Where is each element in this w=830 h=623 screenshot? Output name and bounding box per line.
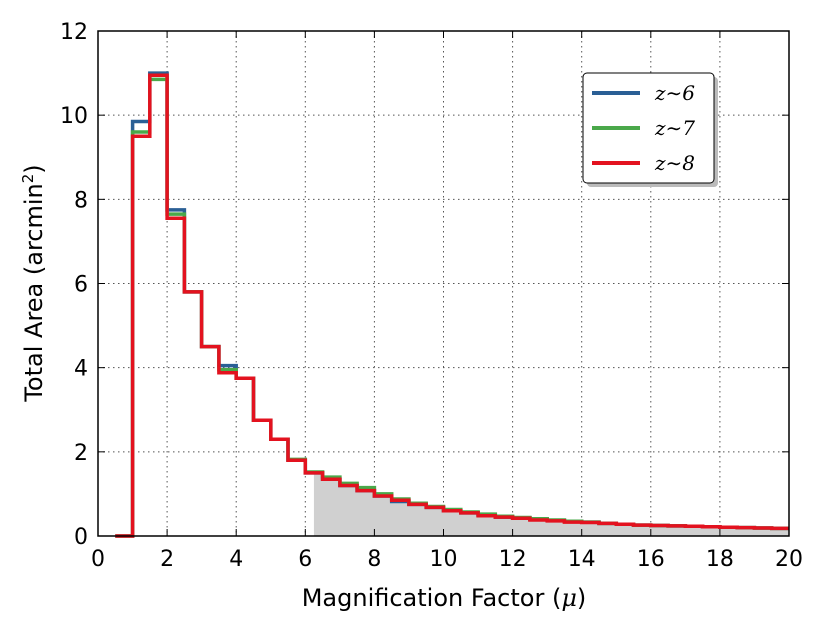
y-axis-label: Total Area (arcmin2) bbox=[19, 164, 48, 402]
x-axis-label: Magnification Factor (μ) bbox=[302, 584, 587, 612]
x-tick-label: 0 bbox=[91, 547, 105, 572]
y-tick-label: 10 bbox=[60, 104, 88, 129]
shaded-region bbox=[313, 472, 789, 536]
y-tick-label: 0 bbox=[74, 525, 88, 550]
legend-label-1: z∼6 bbox=[654, 81, 695, 105]
series-lines bbox=[115, 71, 789, 538]
x-tick-label: 8 bbox=[367, 547, 381, 572]
y-tick-label: 12 bbox=[60, 20, 88, 45]
x-tick-label: 12 bbox=[499, 547, 527, 572]
x-tick-label: 14 bbox=[568, 547, 596, 572]
x-tick-label: 10 bbox=[430, 547, 458, 572]
y-tick-label: 4 bbox=[74, 357, 88, 382]
shaded-area bbox=[313, 472, 789, 536]
axis-ticks: 0 2 4 6 8 10 12 14 16 18 20 0 2 4 6 8 10 12 bbox=[60, 20, 803, 572]
x-tick-label: 20 bbox=[775, 547, 803, 572]
y-tick-label: 2 bbox=[74, 441, 88, 466]
y-tick-label: 8 bbox=[74, 188, 88, 213]
grid bbox=[98, 31, 789, 536]
x-tick-label: 18 bbox=[706, 547, 734, 572]
y-tick-label: 6 bbox=[74, 273, 88, 298]
series-line-3 bbox=[115, 73, 789, 538]
x-tick-label: 6 bbox=[298, 547, 312, 572]
x-tick-label: 2 bbox=[160, 547, 174, 572]
legend: z∼6 z∼7 z∼8 bbox=[582, 72, 718, 187]
legend-label-3: z∼8 bbox=[654, 151, 695, 175]
x-tick-label: 16 bbox=[637, 547, 665, 572]
legend-label-2: z∼7 bbox=[654, 116, 695, 140]
x-tick-label: 4 bbox=[229, 547, 243, 572]
